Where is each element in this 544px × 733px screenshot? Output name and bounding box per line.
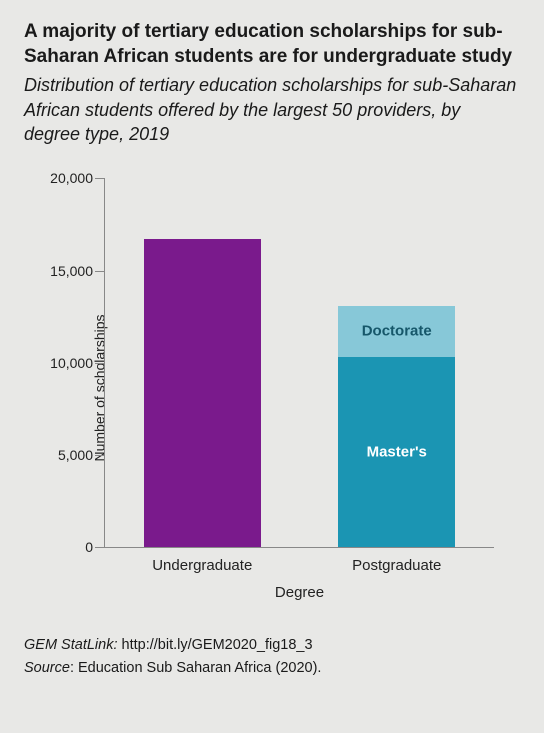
chart-area: Number of scholarships Master'sDoctorate…: [34, 168, 504, 608]
chart-footer: GEM StatLink: http://bit.ly/GEM2020_fig1…: [24, 634, 520, 679]
statlink-label: GEM StatLink:: [24, 637, 117, 653]
y-tick-label: 20,000: [50, 170, 105, 186]
y-tick-label: 15,000: [50, 263, 105, 279]
y-tick-label: 5,000: [58, 447, 105, 463]
statlink-value: http://bit.ly/GEM2020_fig18_3: [122, 637, 313, 653]
bar: Master's Doctorate: [338, 306, 455, 548]
source-value: : Education Sub Saharan Africa (2020).: [70, 660, 322, 676]
y-tick-label: 10,000: [50, 355, 105, 371]
x-tick-label: Postgraduate: [352, 547, 441, 574]
y-tick-label: 0: [85, 539, 105, 555]
chart-title: A majority of tertiary education scholar…: [24, 20, 520, 69]
segment-label: Master's: [338, 444, 455, 461]
source-label: Source: [24, 660, 70, 676]
bar: [144, 239, 261, 547]
chart-subtitle: Distribution of tertiary education schol…: [24, 73, 520, 146]
statlink-line: GEM StatLink: http://bit.ly/GEM2020_fig1…: [24, 634, 520, 656]
bar-segment: [144, 239, 261, 547]
bars-container: Master's Doctorate: [105, 178, 494, 547]
source-line: Source: Education Sub Saharan Africa (20…: [24, 657, 520, 679]
x-tick-label: Undergraduate: [152, 547, 252, 574]
segment-label: Doctorate: [338, 323, 455, 340]
x-axis-label: Degree: [275, 584, 324, 601]
plot-area: Master'sDoctorate Degree 05,00010,00015,…: [104, 178, 494, 548]
